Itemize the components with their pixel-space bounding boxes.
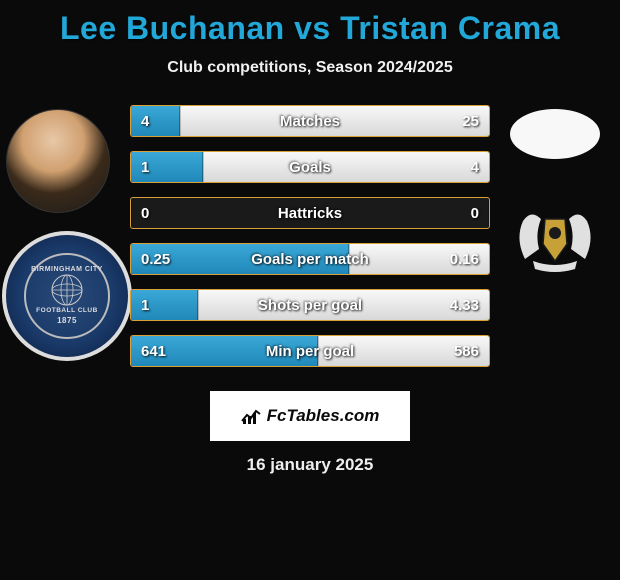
bar-value-right: 586	[454, 336, 479, 366]
bar-fill-left	[131, 106, 180, 136]
club-badge-text-mid: FOOTBALL CLUB	[36, 307, 98, 314]
chart-icon	[241, 407, 261, 425]
bar-value-left: 1	[141, 152, 149, 182]
club-badge-text-bottom: 1875	[57, 316, 77, 325]
player-left-photo	[6, 109, 110, 213]
stat-bar: 641586Min per goal	[130, 335, 490, 367]
date-text: 16 january 2025	[0, 455, 620, 475]
bar-fill-right	[488, 198, 489, 228]
bar-value-left: 4	[141, 106, 149, 136]
stats-bars: 425Matches14Goals00Hattricks0.250.16Goal…	[130, 105, 490, 381]
bar-value-right: 4	[471, 152, 479, 182]
branding-box: FcTables.com	[210, 391, 410, 441]
club-badge-inner: BIRMINGHAM CITY FOOTBALL CLUB 1875	[24, 253, 109, 338]
bar-value-left: 0.25	[141, 244, 170, 274]
bar-fill-right	[203, 152, 489, 182]
left-player-column: BIRMINGHAM CITY FOOTBALL CLUB 1875	[0, 105, 130, 361]
subtitle: Club competitions, Season 2024/2025	[0, 59, 620, 77]
bar-value-left: 0	[141, 198, 149, 228]
globe-icon	[50, 273, 84, 307]
stat-bar: 14Goals	[130, 151, 490, 183]
page-title: Lee Buchanan vs Tristan Crama	[0, 10, 620, 47]
player-right-photo-placeholder	[510, 109, 600, 159]
stat-bar: 14.33Shots per goal	[130, 289, 490, 321]
bar-value-right: 4.33	[450, 290, 479, 320]
branding-text: FcTables.com	[267, 406, 380, 426]
main-row: BIRMINGHAM CITY FOOTBALL CLUB 1875 425Ma…	[0, 105, 620, 381]
stat-bar: 0.250.16Goals per match	[130, 243, 490, 275]
crest-icon	[505, 189, 605, 289]
stat-bar: 425Matches	[130, 105, 490, 137]
club-badge-text-top: BIRMINGHAM CITY	[31, 266, 103, 273]
right-player-column	[490, 105, 620, 289]
bar-fill-left	[131, 198, 132, 228]
bar-value-left: 641	[141, 336, 166, 366]
player-left-club-badge: BIRMINGHAM CITY FOOTBALL CLUB 1875	[2, 231, 132, 361]
bar-label: Hattricks	[131, 198, 489, 228]
bar-fill-right	[180, 106, 489, 136]
comparison-infographic: Lee Buchanan vs Tristan Crama Club compe…	[0, 0, 620, 475]
stat-bar: 0 0Hattricks	[130, 197, 490, 229]
bar-value-right: 0.16	[450, 244, 479, 274]
bar-value-right: 25	[462, 106, 479, 136]
player-right-club-crest	[505, 189, 605, 289]
bar-value-right: 0	[471, 198, 479, 228]
bar-fill-right	[198, 290, 489, 320]
bar-value-left: 1	[141, 290, 149, 320]
